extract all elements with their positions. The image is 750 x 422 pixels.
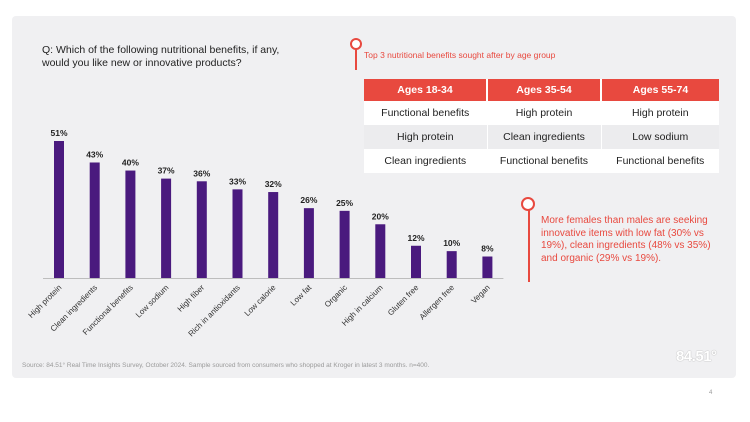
table-row: Functional benefits High protein High pr… — [364, 101, 719, 125]
header-ages-18-34: Ages 18-34 — [364, 79, 488, 101]
value-label: 20% — [372, 211, 389, 221]
table-cell: High protein — [364, 125, 488, 149]
table-cell: Functional benefits — [487, 149, 602, 173]
value-label: 26% — [300, 195, 317, 205]
bar — [89, 162, 100, 278]
top3-callout-line — [355, 46, 357, 70]
category-label: Low fat — [289, 283, 314, 308]
value-label: 12% — [407, 233, 424, 243]
value-label: 33% — [229, 176, 246, 186]
source-footnote: Source: 84.51° Real Time Insights Survey… — [22, 362, 430, 369]
table-header-row: Ages 18-34 Ages 35-54 Ages 55-74 — [364, 79, 719, 101]
value-label: 37% — [158, 166, 175, 176]
value-label: 32% — [265, 179, 282, 189]
note-callout-dot — [521, 197, 535, 211]
bar — [411, 245, 421, 278]
bar — [375, 224, 386, 278]
bar — [268, 192, 279, 278]
bar — [339, 210, 350, 278]
value-label: 10% — [443, 238, 460, 248]
table-cell: Functional benefits — [601, 149, 719, 173]
table-cell: High protein — [487, 101, 602, 125]
table-cell: High protein — [601, 101, 719, 125]
bar — [303, 208, 314, 278]
bar — [446, 251, 457, 278]
value-label: 40% — [122, 158, 139, 168]
age-group-table: Ages 18-34 Ages 35-54 Ages 55-74 Functio… — [364, 79, 719, 173]
header-ages-55-74: Ages 55-74 — [601, 79, 719, 101]
table-row: High protein Clean ingredients Low sodiu… — [364, 125, 719, 149]
category-label: Low sodium — [134, 283, 171, 320]
category-label: Low calorie — [243, 283, 278, 318]
top3-callout-dot — [350, 38, 362, 50]
category-label: High protein — [27, 283, 64, 320]
bars-group — [43, 141, 504, 279]
header-ages-35-54: Ages 35-54 — [487, 79, 602, 101]
table-cell: Clean ingredients — [487, 125, 602, 149]
top3-title: Top 3 nutritional benefits sought after … — [364, 50, 556, 60]
value-label: 36% — [193, 168, 210, 178]
bar — [161, 178, 172, 278]
table-cell: Low sodium — [601, 125, 719, 149]
bar — [232, 189, 243, 278]
note-callout-line — [528, 210, 530, 282]
insight-note: More females than males are seeking inno… — [541, 215, 711, 264]
value-label: 25% — [336, 198, 353, 208]
bar — [125, 170, 136, 278]
bar — [482, 256, 493, 278]
category-label: Organic — [323, 283, 349, 309]
company-logo: 84.51° — [676, 348, 717, 365]
value-label: 51% — [50, 128, 67, 138]
page-number: 4 — [709, 390, 713, 396]
table-row: Clean ingredients Functional benefits Fu… — [364, 149, 719, 173]
table-cell: Functional benefits — [364, 101, 488, 125]
category-label: High fiber — [176, 283, 207, 314]
bar — [54, 141, 64, 278]
value-label: 8% — [481, 244, 494, 254]
bar — [196, 181, 207, 278]
category-label: Vegan — [469, 283, 491, 305]
category-label: Gluten free — [386, 283, 421, 318]
table-cell: Clean ingredients — [364, 149, 488, 173]
value-label: 43% — [86, 149, 103, 159]
question-text: Q: Which of the following nutritional be… — [42, 44, 280, 69]
category-label: Allergen free — [418, 283, 457, 322]
value-labels-group: 51% 43% 40% 37% 36% 33% 32% 26% 25% 20% 12% 10% 8% — [50, 128, 493, 254]
